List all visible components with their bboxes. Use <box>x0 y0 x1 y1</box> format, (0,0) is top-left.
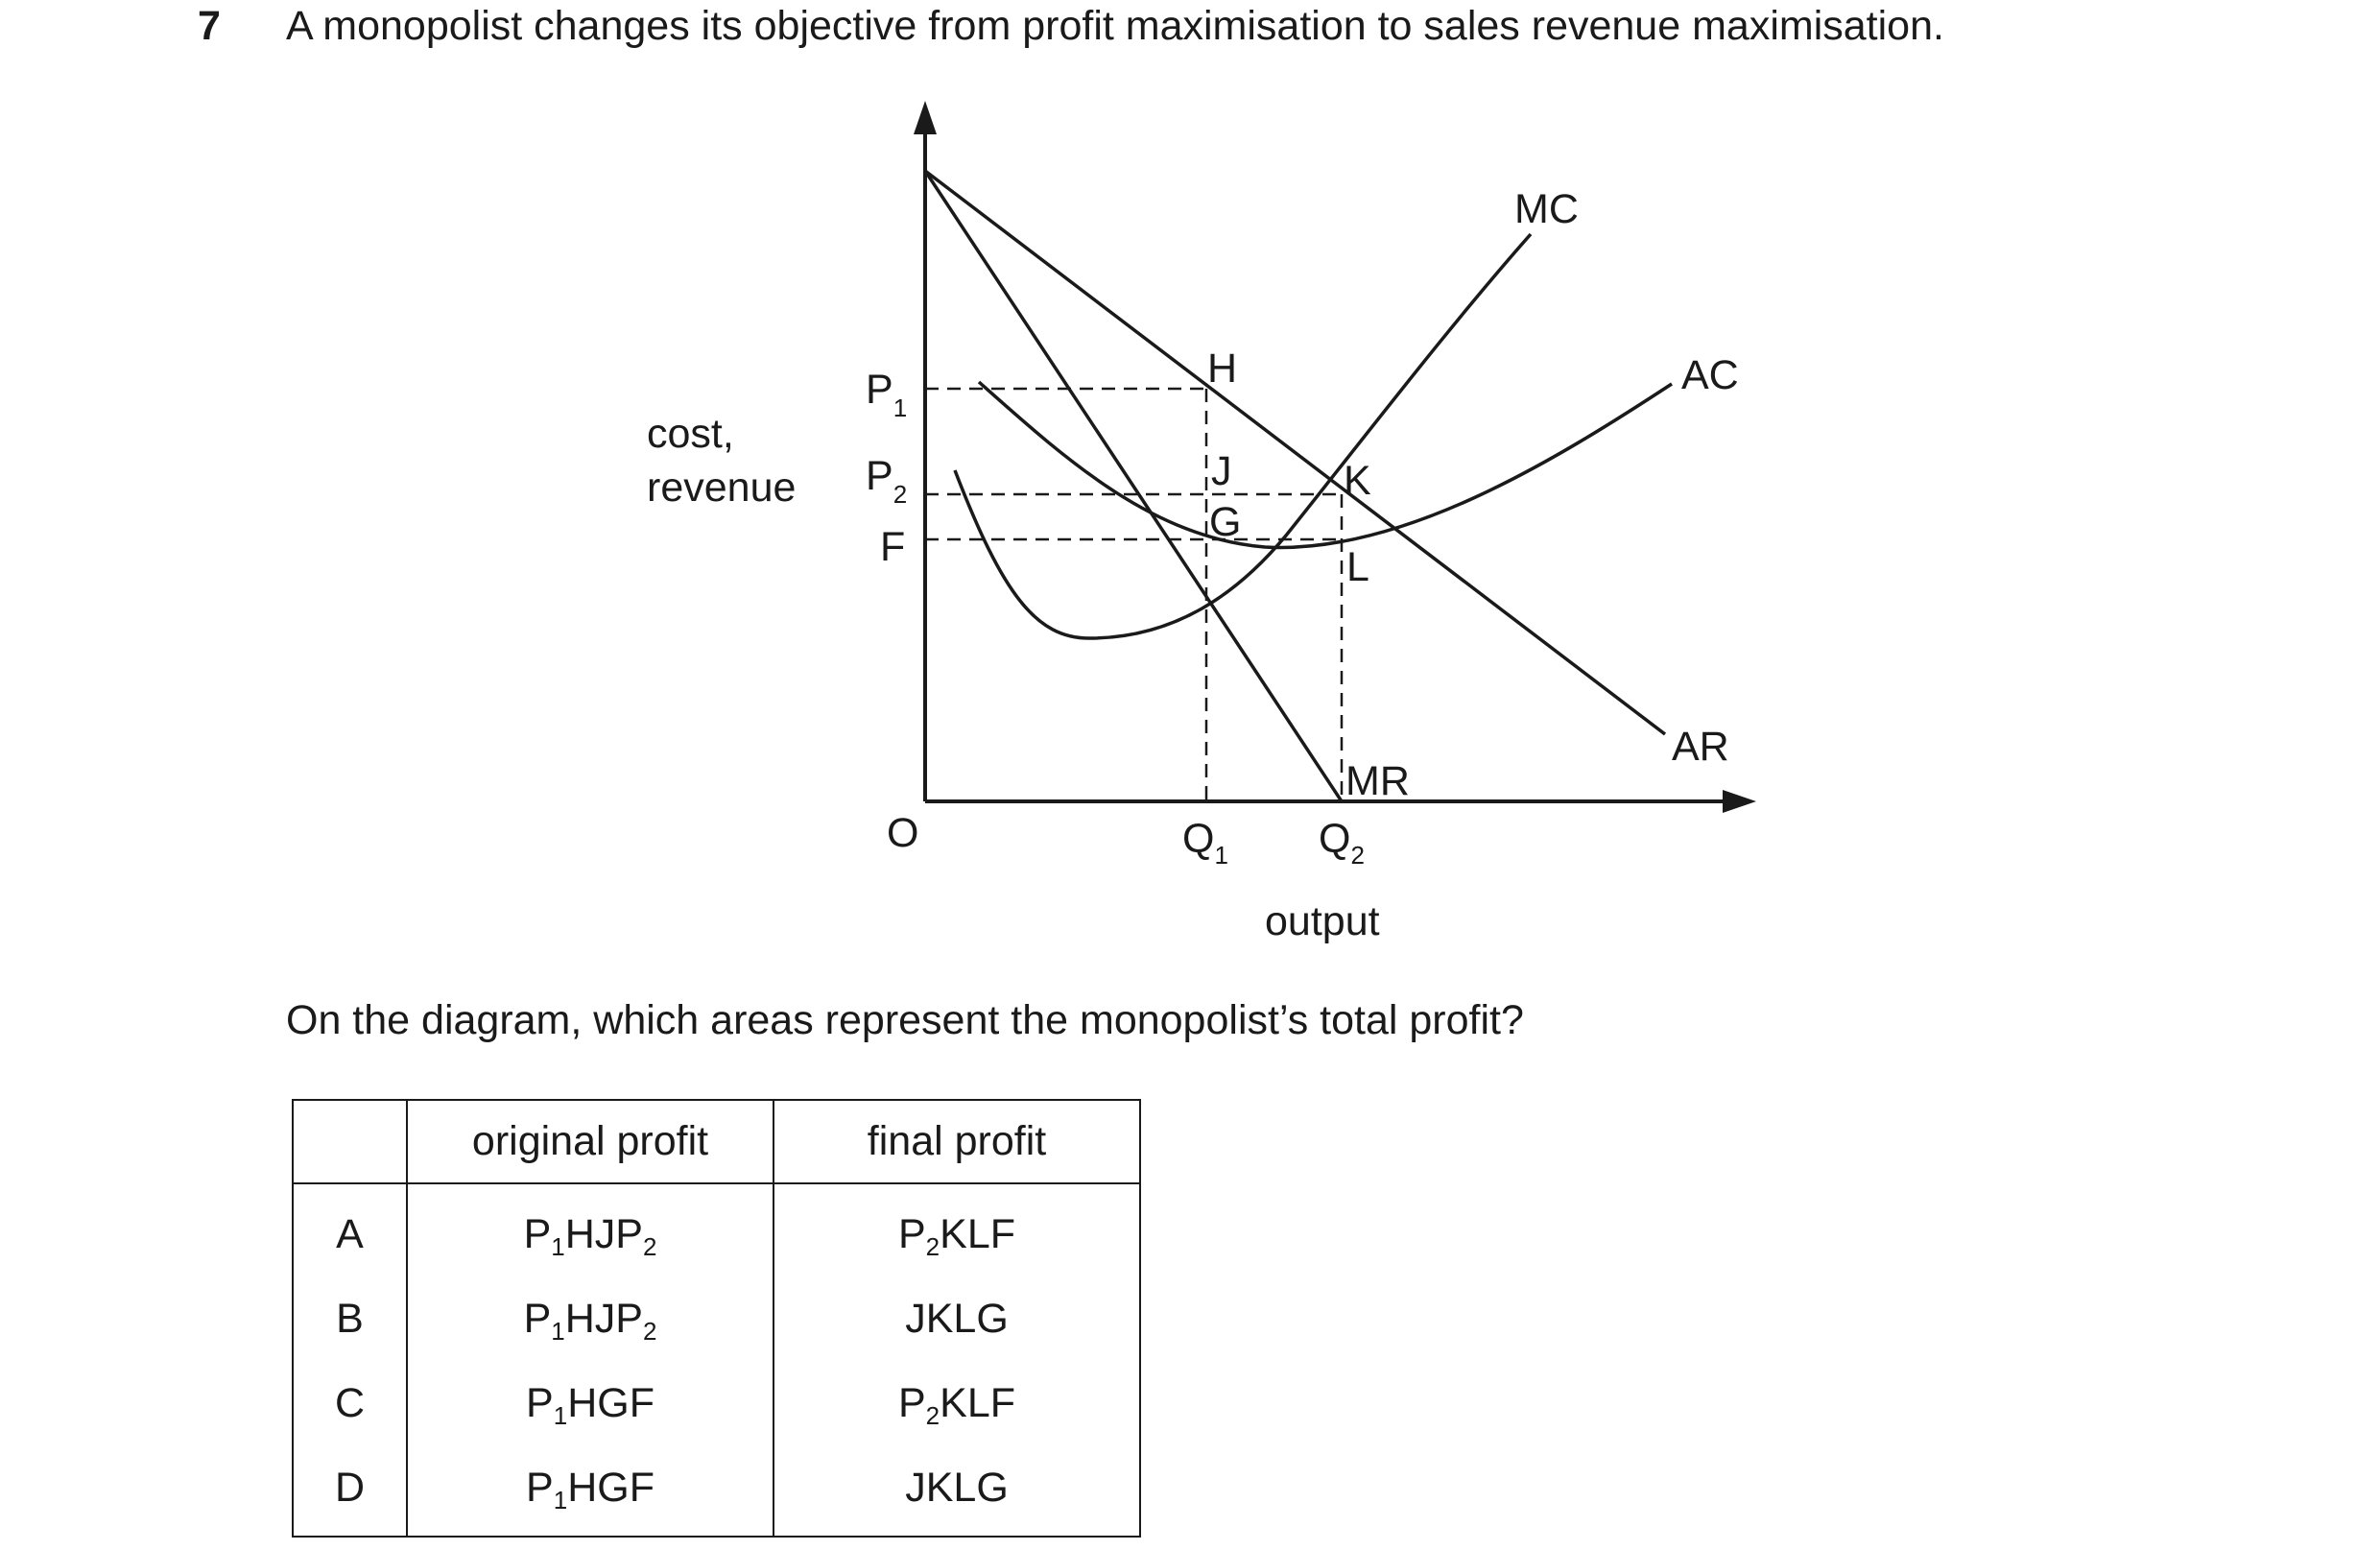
ar-label: AR <box>1672 724 1729 770</box>
question-number: 7 <box>198 3 221 49</box>
answer-table: original profit final profit A P1HJP2 P2KL… <box>292 1099 1141 1538</box>
point-h-label: H <box>1207 346 1237 392</box>
table-row[interactable]: D P1HGF JKLG <box>292 1445 1141 1537</box>
question-text: A monopolist changes its objective from … <box>286 3 1944 49</box>
mr-label: MR <box>1345 758 1410 804</box>
final-profit-cell: P2KLF <box>773 1183 1141 1276</box>
option-letter: A <box>292 1183 408 1276</box>
ar-curve <box>923 169 1667 736</box>
header-final-profit: final profit <box>773 1100 1141 1184</box>
final-profit-cell: JKLG <box>773 1276 1141 1361</box>
x-axis-label: output <box>1265 898 1380 944</box>
table-row[interactable]: B P1HJP2 JKLG <box>292 1276 1141 1361</box>
header-original-profit: original profit <box>406 1100 774 1184</box>
mc-label: MC <box>1514 186 1579 232</box>
original-profit-cell: P1HGF <box>406 1361 774 1445</box>
q2-label: Q2 <box>1319 816 1365 870</box>
point-l-label: L <box>1346 544 1369 590</box>
option-letter: B <box>292 1276 408 1361</box>
y-axis-arrow <box>914 101 937 134</box>
question-prompt: On the diagram, which areas represent th… <box>286 997 1524 1043</box>
f-label: F <box>880 524 905 570</box>
header-option <box>292 1100 408 1184</box>
origin-label: O <box>887 810 918 856</box>
original-profit-cell: P1HGF <box>406 1445 774 1537</box>
p1-label: P1 <box>866 367 907 422</box>
original-profit-cell: P1HJP2 <box>406 1183 774 1276</box>
mr-curve <box>923 170 1344 802</box>
q1-label: Q1 <box>1182 816 1228 870</box>
x-axis-arrow <box>1723 790 1756 813</box>
mc-curve <box>953 232 1533 640</box>
point-g-label: G <box>1209 499 1241 545</box>
y-axis-label-revenue: revenue <box>647 465 796 511</box>
final-profit-cell: P2KLF <box>773 1361 1141 1445</box>
final-profit-cell: JKLG <box>773 1445 1141 1537</box>
ac-curve <box>977 380 1673 550</box>
option-letter: C <box>292 1361 408 1445</box>
monopoly-diagram: cost, revenue output O P1 P2 F Q1 Q2 MC … <box>647 101 1756 944</box>
option-letter: D <box>292 1445 408 1537</box>
original-profit-cell: P1HJP2 <box>406 1276 774 1361</box>
p2-label: P2 <box>866 453 907 509</box>
y-axis-label-cost: cost, <box>647 411 734 457</box>
table-row[interactable]: C P1HGF P2KLF <box>292 1361 1141 1445</box>
ac-label: AC <box>1681 352 1739 398</box>
table-row[interactable]: A P1HJP2 P2KLF <box>292 1183 1141 1276</box>
point-j-label: J <box>1211 448 1232 494</box>
point-k-label: K <box>1344 458 1371 504</box>
